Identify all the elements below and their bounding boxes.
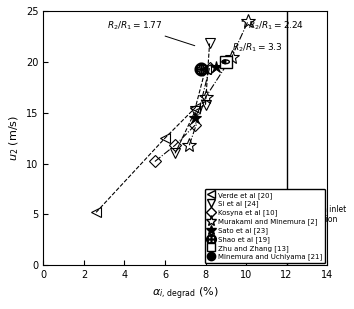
- Text: $R_2/R_1 = 1.77$: $R_2/R_1 = 1.77$: [107, 20, 195, 46]
- Text: $R_2/R_1 = 3.3$: $R_2/R_1 = 3.3$: [232, 41, 282, 54]
- Text: $R_2/R_1 = 2.24$: $R_2/R_1 = 2.24$: [242, 20, 304, 32]
- Legend: Verde et al [20], Si et al [24], Kosyna et al [10], Murakami and Minemura [2], S: Verde et al [20], Si et al [24], Kosyna …: [205, 189, 325, 263]
- Polygon shape: [222, 60, 226, 64]
- Text: Maximum inlet
void fraction: Maximum inlet void fraction: [289, 205, 346, 224]
- X-axis label: $\alpha_{i,\, \mathrm{degrad}}$ (%): $\alpha_{i,\, \mathrm{degrad}}$ (%): [152, 286, 218, 302]
- Y-axis label: $u_2$ (m/s): $u_2$ (m/s): [7, 115, 21, 161]
